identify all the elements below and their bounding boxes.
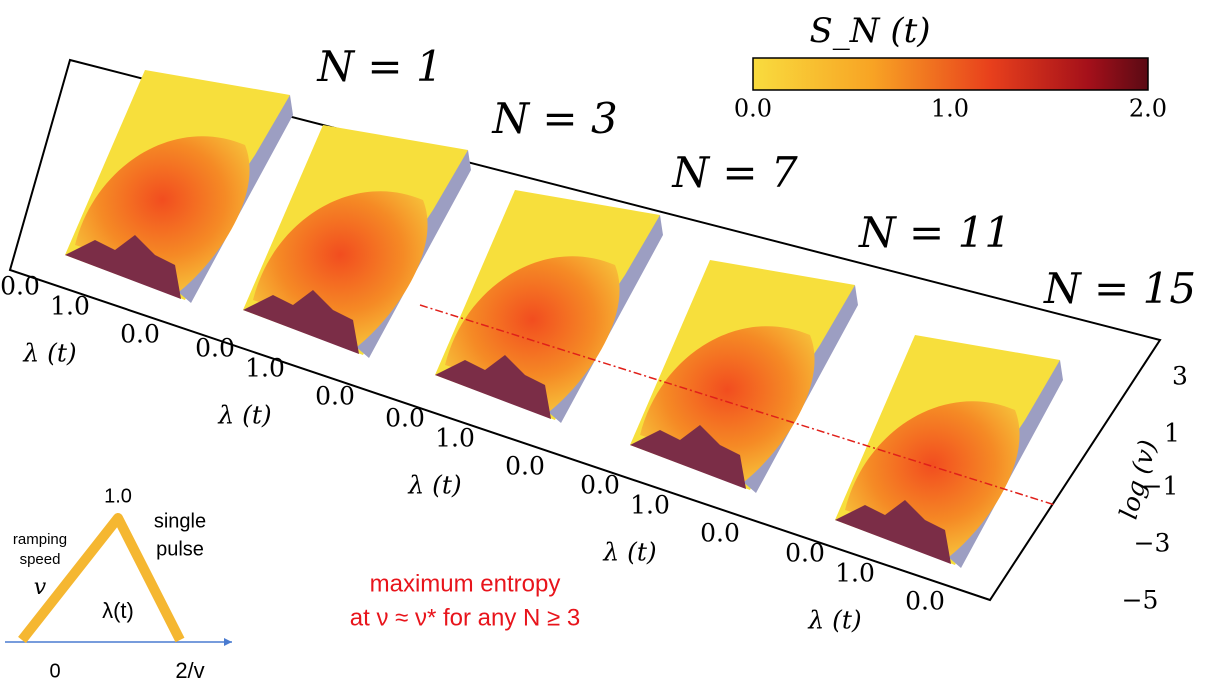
lambda-tick: 1.0: [50, 292, 90, 321]
max-entropy-line: [419, 304, 1056, 506]
panel-title: N = 7: [671, 148, 798, 197]
log-tick: −5: [1122, 586, 1159, 615]
lambda-tick: 0.0: [505, 452, 545, 481]
lambda-tick: 1.0: [630, 491, 670, 520]
colorbar-tick: 1.0: [931, 95, 969, 123]
surface-5: [835, 335, 1063, 568]
panel-title: N = 11: [858, 208, 1011, 257]
annotation: at ν ≈ ν* for any N ≥ 3: [350, 604, 580, 631]
surface-4: [630, 260, 858, 493]
lambda-tick: 1.0: [835, 559, 875, 588]
lambda-tick: 0.0: [120, 320, 160, 349]
inset-text: λ(t): [102, 598, 134, 623]
lambda-tick: 0.0: [0, 272, 40, 301]
log-tick: −1: [1142, 472, 1179, 501]
inset-peak: 1.0: [104, 485, 132, 507]
lambda-label: λ (t): [407, 471, 461, 500]
lambda-label: λ (t): [602, 538, 656, 567]
annotation: maximum entropy: [370, 570, 561, 597]
panel-title: N = 3: [491, 94, 617, 143]
log-tick: 1: [1164, 419, 1180, 448]
inset-text: 0: [49, 660, 60, 682]
lambda-tick: 1.0: [245, 354, 285, 383]
colorbar-tick: 0.0: [734, 95, 772, 123]
lambda-label: λ (t): [22, 339, 76, 368]
inset-text: single: [154, 510, 206, 532]
colorbar: [752, 57, 1149, 91]
panel-title: N = 1: [316, 42, 442, 91]
lambda-tick: 0.0: [700, 519, 740, 548]
inset-text: pulse: [156, 538, 204, 560]
inset-text: 2/v: [175, 658, 204, 683]
lambda-tick: 0.0: [580, 471, 620, 500]
inset-text: v: [34, 575, 47, 600]
log-tick: −3: [1134, 529, 1171, 558]
lambda-label: λ (t): [217, 401, 271, 430]
lambda-tick: 0.0: [315, 382, 355, 411]
surface-1: [65, 70, 293, 303]
lambda-tick: 1.0: [435, 424, 475, 453]
colorbar-label: S_N (t): [809, 11, 930, 51]
inset-text: ramping: [13, 531, 67, 548]
surface-3: [435, 190, 663, 423]
inset-text: speed: [20, 551, 61, 568]
surface-2: [243, 125, 471, 358]
inset-arrow: [224, 638, 232, 646]
lambda-tick: 0.0: [785, 539, 825, 568]
colorbar-tick: 2.0: [1129, 95, 1167, 123]
panel-title: N = 15: [1043, 264, 1196, 313]
lambda-label: λ (t): [807, 606, 861, 635]
lambda-tick: 0.0: [195, 334, 235, 363]
base-plane: [8, 58, 1162, 602]
log-tick: 3: [1172, 362, 1188, 391]
lambda-tick: 0.0: [905, 587, 945, 616]
lambda-tick: 0.0: [385, 404, 425, 433]
inset-pulse: [18, 513, 185, 644]
